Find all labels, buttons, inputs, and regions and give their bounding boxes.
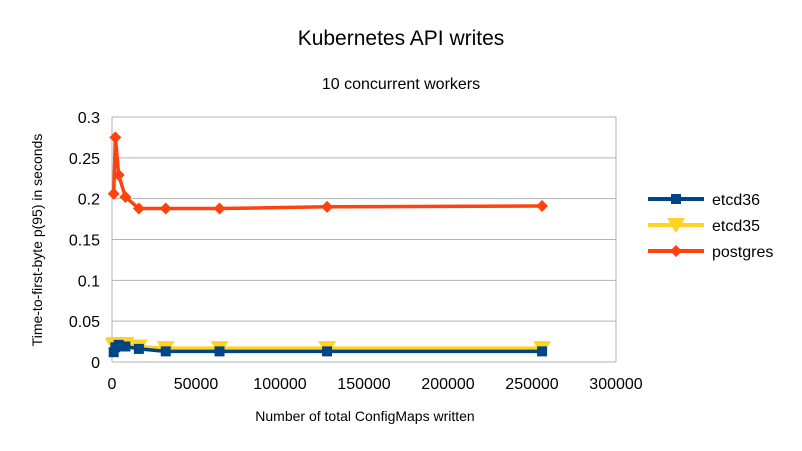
series-postgres [107, 131, 549, 215]
data-point-postgres [321, 200, 334, 213]
axes: 0 0.05 0.1 0.15 0.2 0.25 0.3 0 50000 100000 150000… [69, 110, 643, 393]
y-tick-label: 0 [91, 355, 100, 372]
x-tick-label: 0 [108, 376, 117, 393]
data-point-etcd36 [133, 343, 144, 354]
x-tick-label: 150000 [337, 376, 390, 393]
x-tick-label: 300000 [589, 376, 642, 393]
data-point-postgres [213, 202, 226, 215]
y-tick-label: 0.2 [78, 192, 100, 209]
y-tick-label: 0.15 [69, 233, 100, 250]
series-etcd36 [108, 339, 548, 358]
legend-label: etcd35 [712, 218, 760, 235]
plot-area [104, 131, 552, 358]
legend-marker [671, 194, 681, 204]
data-point-etcd36 [120, 341, 131, 352]
y-tick-label: 0.3 [78, 110, 100, 127]
x-tick-label: 250000 [505, 376, 558, 393]
data-point-etcd36 [322, 346, 333, 357]
y-axis-label: Time-to-first-byte p(95) in seconds [29, 134, 45, 347]
legend-marker [670, 245, 682, 257]
data-point-postgres [132, 202, 145, 215]
data-point-postgres [109, 131, 122, 144]
data-point-postgres [536, 200, 549, 213]
data-point-etcd36 [113, 339, 124, 350]
series-line-postgres [111, 135, 543, 211]
x-tick-label: 200000 [421, 376, 474, 393]
y-tick-label: 0.25 [69, 151, 100, 168]
chart-title: Kubernetes API writes [298, 27, 505, 50]
legend-label: postgres [712, 244, 773, 261]
legend-label: etcd36 [712, 192, 760, 209]
y-tick-label: 0.05 [69, 314, 100, 331]
x-tick-label: 50000 [174, 376, 219, 393]
data-point-etcd36 [537, 346, 548, 357]
gridlines [112, 116, 617, 362]
data-point-postgres [112, 168, 125, 181]
y-tick-label: 0.1 [78, 273, 100, 290]
data-point-postgres [107, 187, 120, 200]
data-point-postgres [159, 202, 172, 215]
x-tick-label: 100000 [253, 376, 306, 393]
chart-subtitle: 10 concurrent workers [322, 76, 480, 93]
legend-item-etcd35: etcd35 [648, 218, 760, 235]
legend-marker [667, 218, 685, 233]
x-axis-label: Number of total ConfigMaps written [255, 408, 474, 424]
data-point-etcd36 [160, 346, 171, 357]
legend-item-postgres: postgres [648, 244, 773, 261]
data-point-etcd36 [214, 346, 225, 357]
legend-item-etcd36: etcd36 [648, 192, 760, 209]
data-point-postgres [119, 191, 132, 204]
legend: etcd36 etcd35 postgres [648, 192, 773, 261]
